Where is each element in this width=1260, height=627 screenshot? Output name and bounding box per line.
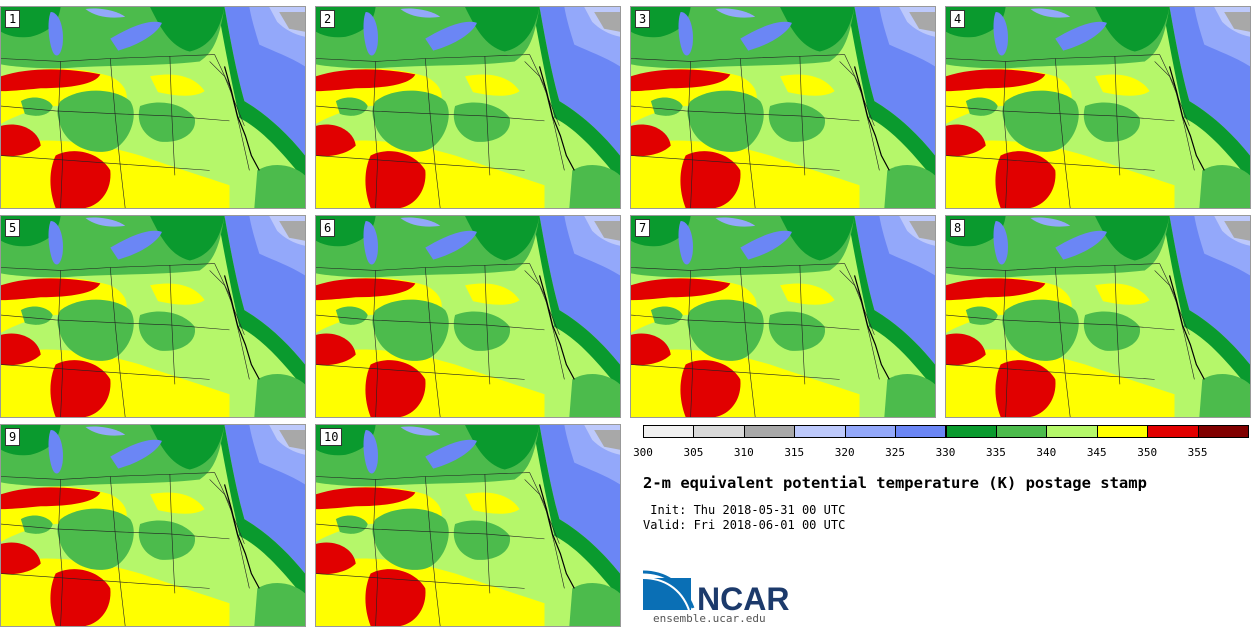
legend-tick-label: 335 xyxy=(985,446,1006,459)
legend-swatch xyxy=(743,425,796,438)
color-legend xyxy=(643,425,1249,440)
ncar-logo: NCAR xyxy=(643,570,789,615)
map-image xyxy=(1,425,305,626)
map-panel: 3 xyxy=(630,6,936,209)
legend-tick-label: 320 xyxy=(834,446,855,459)
legend-tick-label: 310 xyxy=(733,446,754,459)
map-panel: 10 xyxy=(315,424,621,627)
valid-time: Valid: Fri 2018-06-01 00 UTC xyxy=(643,518,846,532)
legend-swatch xyxy=(1096,425,1149,438)
site-url: ensemble.ucar.edu xyxy=(653,612,766,625)
legend-tick-label: 305 xyxy=(683,446,704,459)
map-panel: 4 xyxy=(945,6,1251,209)
legend-swatch xyxy=(693,425,745,438)
legend-tick-label: 340 xyxy=(1036,446,1057,459)
legend-tick-label: 355 xyxy=(1187,446,1208,459)
panel-label: 2 xyxy=(320,10,336,28)
map-image xyxy=(316,425,620,626)
legend-tick-label: 330 xyxy=(935,446,956,459)
map-panel: 8 xyxy=(945,215,1251,418)
panel-label: 10 xyxy=(320,428,343,446)
panel-label: 4 xyxy=(950,10,966,28)
panel-label: 5 xyxy=(5,219,21,237)
panel-label: 9 xyxy=(5,428,21,446)
map-image xyxy=(316,7,620,208)
legend-swatch xyxy=(995,425,1048,438)
legend-swatch xyxy=(1147,425,1199,438)
map-image xyxy=(316,216,620,417)
map-panel: 7 xyxy=(630,215,936,418)
map-panel: 1 xyxy=(0,6,306,209)
init-time: Init: Thu 2018-05-31 00 UTC xyxy=(643,503,846,517)
map-image xyxy=(631,216,935,417)
legend-tick-label: 325 xyxy=(885,446,906,459)
legend-tick-label: 300 xyxy=(633,446,653,459)
legend-swatch xyxy=(794,425,846,438)
map-image xyxy=(1,216,305,417)
legend-swatch xyxy=(643,425,695,438)
legend-swatch xyxy=(895,425,947,438)
map-image xyxy=(1,7,305,208)
panel-label: 3 xyxy=(635,10,651,28)
map-panel: 9 xyxy=(0,424,306,627)
panel-label: 7 xyxy=(635,219,651,237)
map-panel: 5 xyxy=(0,215,306,418)
legend-swatch xyxy=(844,425,897,438)
legend-tick-label: 350 xyxy=(1137,446,1158,459)
panel-label: 6 xyxy=(320,219,336,237)
legend-swatch xyxy=(945,425,997,438)
map-image xyxy=(946,7,1250,208)
legend-swatch xyxy=(1046,425,1098,438)
page-title: 2-m equivalent potential temperature (K)… xyxy=(643,474,1147,492)
legend-tick-label: 315 xyxy=(784,446,805,459)
map-image xyxy=(946,216,1250,417)
map-image xyxy=(631,7,935,208)
legend-tick-label: 345 xyxy=(1086,446,1107,459)
map-panel: 6 xyxy=(315,215,621,418)
panel-label: 1 xyxy=(5,10,21,28)
legend-swatch xyxy=(1197,425,1249,438)
panel-label: 8 xyxy=(950,219,966,237)
logo-text: NCAR xyxy=(697,581,789,615)
map-panel: 2 xyxy=(315,6,621,209)
